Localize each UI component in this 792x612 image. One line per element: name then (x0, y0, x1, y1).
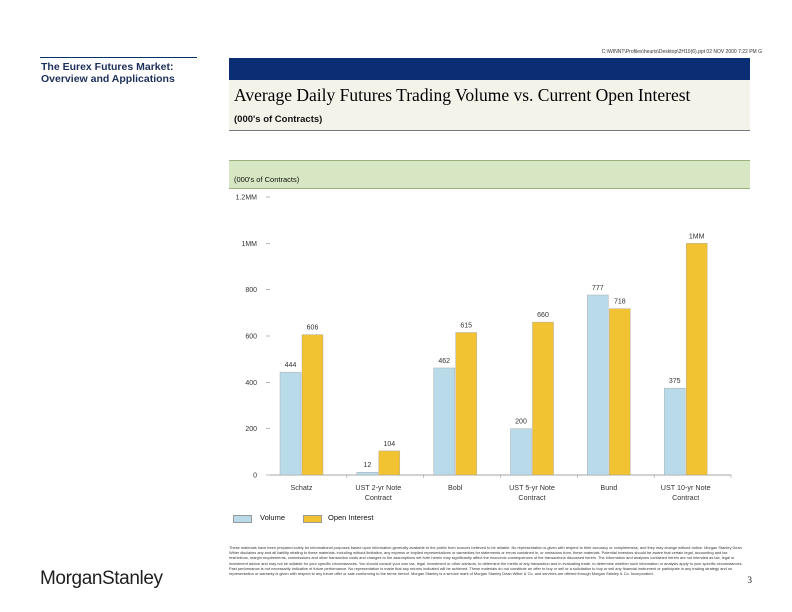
volume-bar (433, 367, 455, 476)
volume-data-label: 462 (438, 358, 450, 365)
open-interest-bar (301, 334, 324, 476)
volume-data-label: 777 (592, 285, 604, 292)
volume-bar (587, 294, 609, 476)
y-tick-label: 400 (245, 380, 257, 387)
title-band: Average Daily Futures Trading Volume vs.… (229, 80, 750, 130)
y-tick-label: 200 (245, 426, 257, 433)
open-interest-data-label: 718 (614, 299, 626, 306)
x-category-label: Contract (672, 493, 699, 502)
y-tick-label: 1.2MM (236, 195, 258, 202)
volume-data-label: 200 (515, 419, 527, 426)
x-category-label: UST 2-yr Note (355, 483, 401, 492)
morgan-stanley-logo: MorganStanley (40, 568, 163, 589)
volume-data-label: 12 (363, 462, 371, 469)
bar-chart: 0 200 400 600 800 1MM 1.2MM 444 606 Schatz 12 104 US… (236, 195, 732, 502)
legend-label-volume: Volume (260, 513, 286, 522)
open-interest-bar (455, 332, 477, 476)
legend-swatch-open-interest (303, 515, 322, 523)
x-category-label: Contract (518, 493, 545, 502)
x-category-label: UST 5-yr Note (509, 483, 555, 492)
x-category-label: Contract (365, 493, 392, 502)
legend-swatch-volume (233, 515, 252, 523)
file-path-text: C:\WINNT\Profiles\heuris\Desktop\2H10(6)… (601, 49, 762, 55)
volume-bar (356, 472, 379, 476)
open-interest-data-label: 104 (383, 441, 395, 448)
sidebar-title: The Eurex Futures Market: Overview and A… (41, 61, 175, 85)
open-interest-data-label: 606 (307, 325, 319, 332)
x-category-label: Bobl (448, 483, 463, 492)
chart-unit-label: (000's of Contracts) (234, 175, 300, 184)
volume-data-label: 444 (285, 362, 297, 369)
chart-unit-band: (000's of Contracts) (229, 160, 750, 189)
x-category-label: UST 10-yr Note (661, 483, 711, 492)
open-interest-data-label: 660 (537, 312, 549, 319)
volume-bar (279, 371, 302, 476)
open-interest-bar (532, 321, 554, 476)
y-tick-label: 600 (245, 334, 257, 341)
x-category-label: Bund (600, 483, 617, 492)
y-tick-label: 800 (245, 287, 257, 294)
header-bar (229, 58, 750, 80)
slide-title: Average Daily Futures Trading Volume vs.… (234, 85, 691, 105)
slide-subtitle: (000's of Contracts) (234, 114, 323, 125)
open-interest-bar (685, 243, 708, 476)
open-interest-data-label: 615 (460, 323, 472, 330)
page-number: 3 (747, 575, 753, 585)
legend-label-open-interest: Open Interest (328, 513, 374, 522)
volume-bar (663, 387, 686, 476)
volume-data-label: 375 (669, 378, 681, 385)
x-category-label: Schatz (291, 483, 313, 492)
y-tick-label: 0 (253, 473, 257, 480)
open-interest-bar (378, 450, 401, 476)
disclaimer-text: These materials have been prepared solel… (229, 545, 743, 577)
open-interest-data-label: 1MM (689, 233, 705, 240)
title-rule (229, 130, 750, 131)
volume-bar (510, 428, 532, 476)
y-tick-label: 1MM (241, 241, 257, 248)
sidebar-rule (40, 57, 197, 58)
open-interest-bar (609, 308, 631, 476)
